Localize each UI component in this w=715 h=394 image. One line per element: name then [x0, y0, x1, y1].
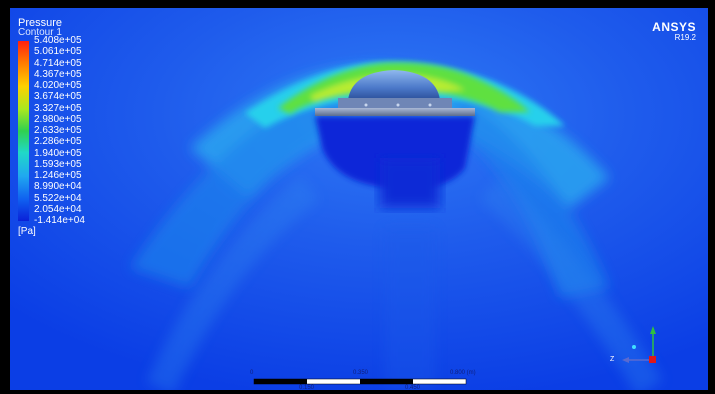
scale-label-4: 0.450	[405, 385, 421, 391]
legend-level-label: 5.061e+05	[34, 46, 82, 58]
legend-level-label: 1.246e+05	[34, 170, 82, 181]
legend-level-label: 2.980e+05	[34, 113, 82, 125]
scale-label-0: 0	[250, 370, 254, 376]
legend-title: Pressure	[18, 17, 63, 29]
legend-level-label: 8.990e+04	[34, 181, 82, 193]
scale-bar	[253, 378, 467, 385]
legend-level-label: 4.714e+05	[34, 57, 82, 69]
scale-label-3: 0.150	[299, 385, 315, 391]
legend-level-label: 1.940e+05	[34, 147, 82, 159]
legend-unit: [Pa]	[18, 226, 36, 237]
axis-triad	[622, 326, 656, 363]
ansys-logo: ANSYS	[652, 20, 696, 34]
legend-level-label: 2.633e+05	[34, 125, 82, 136]
scale-label-1: 0.350	[353, 370, 369, 376]
triad-z-label: Z	[610, 356, 615, 363]
legend-level-label: 3.327e+05	[34, 102, 82, 114]
scale-label-2: 0.800 (m)	[450, 370, 476, 376]
legend-level-label: 5.408e+05	[34, 35, 82, 46]
legend-level-label: 4.367e+05	[34, 68, 82, 80]
legend-level-label: 3.674e+05	[34, 91, 82, 103]
legend-level-label: 1.593e+05	[34, 158, 82, 170]
legend-level-label: 2.286e+05	[34, 136, 82, 148]
vehicle-body	[315, 70, 475, 116]
legend-subtitle: Contour 1	[18, 27, 62, 38]
viewport[interactable]: Pressure Contour 1 5.408e+05 5.061e+05 4.7…	[8, 6, 710, 392]
legend-level-label: 4.020e+05	[34, 80, 82, 91]
legend-level-label: -1.414e+04	[34, 215, 85, 226]
pressure-contour-field	[10, 8, 708, 390]
ansys-version: R19.2	[674, 33, 696, 42]
legend-level-label: 5.522e+04	[34, 192, 82, 204]
legend-level-label: 2.054e+04	[34, 203, 82, 215]
legend-color-bar	[18, 41, 29, 221]
